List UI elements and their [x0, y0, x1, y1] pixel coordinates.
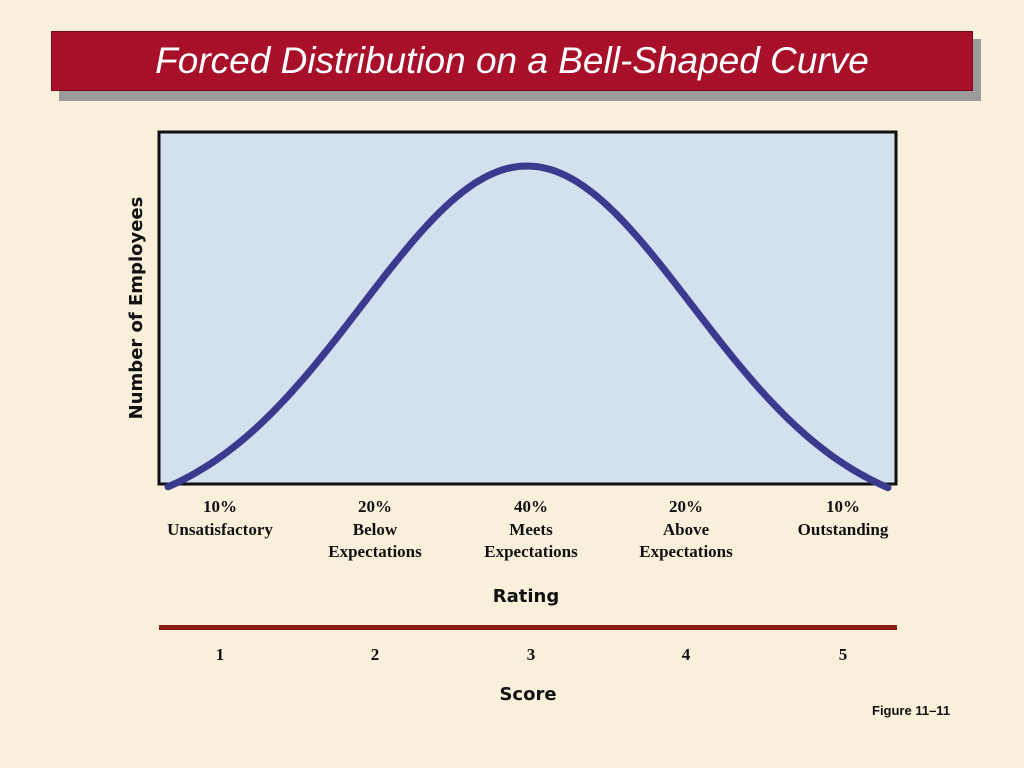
- category-percent-label: 10%: [203, 497, 237, 516]
- score-value-label: 4: [682, 645, 691, 664]
- score-value-label: 5: [839, 645, 848, 664]
- category-rating-label: Expectations: [639, 542, 733, 561]
- divider-rule: [159, 625, 897, 630]
- category-percent-label: 20%: [358, 497, 392, 516]
- score-labels: 1 2 3 4 5: [216, 645, 848, 664]
- bell-curve-line: [164, 162, 892, 492]
- category-rating-label: Expectations: [484, 542, 578, 561]
- category-labels: 10% Unsatisfactory 20% Below Expectations 40%…: [167, 497, 889, 561]
- category-percent-label: 10%: [826, 497, 860, 516]
- x-axis-label: Rating: [493, 586, 559, 607]
- score-axis-label: Score: [499, 684, 556, 705]
- figure-label: Figure 11–11: [872, 703, 951, 718]
- category-percent-label: 40%: [514, 497, 548, 516]
- score-value-label: 2: [371, 645, 380, 664]
- slide-title: Forced Distribution on a Bell-Shaped Cur…: [155, 40, 869, 81]
- category-percent-label: 20%: [669, 497, 703, 516]
- category-rating-label: Above: [663, 520, 710, 539]
- score-value-label: 1: [216, 645, 225, 664]
- score-value-label: 3: [527, 645, 536, 664]
- category-rating-label: Outstanding: [798, 520, 889, 539]
- title-bar: Forced Distribution on a Bell-Shaped Cur…: [51, 31, 973, 91]
- category-rating-label: Meets: [509, 520, 553, 539]
- category-rating-label: Expectations: [328, 542, 422, 561]
- category-rating-label: Unsatisfactory: [167, 520, 273, 539]
- plot-area: [157, 130, 898, 486]
- category-rating-label: Below: [353, 520, 398, 539]
- y-axis-label: Number of Employees: [126, 197, 147, 420]
